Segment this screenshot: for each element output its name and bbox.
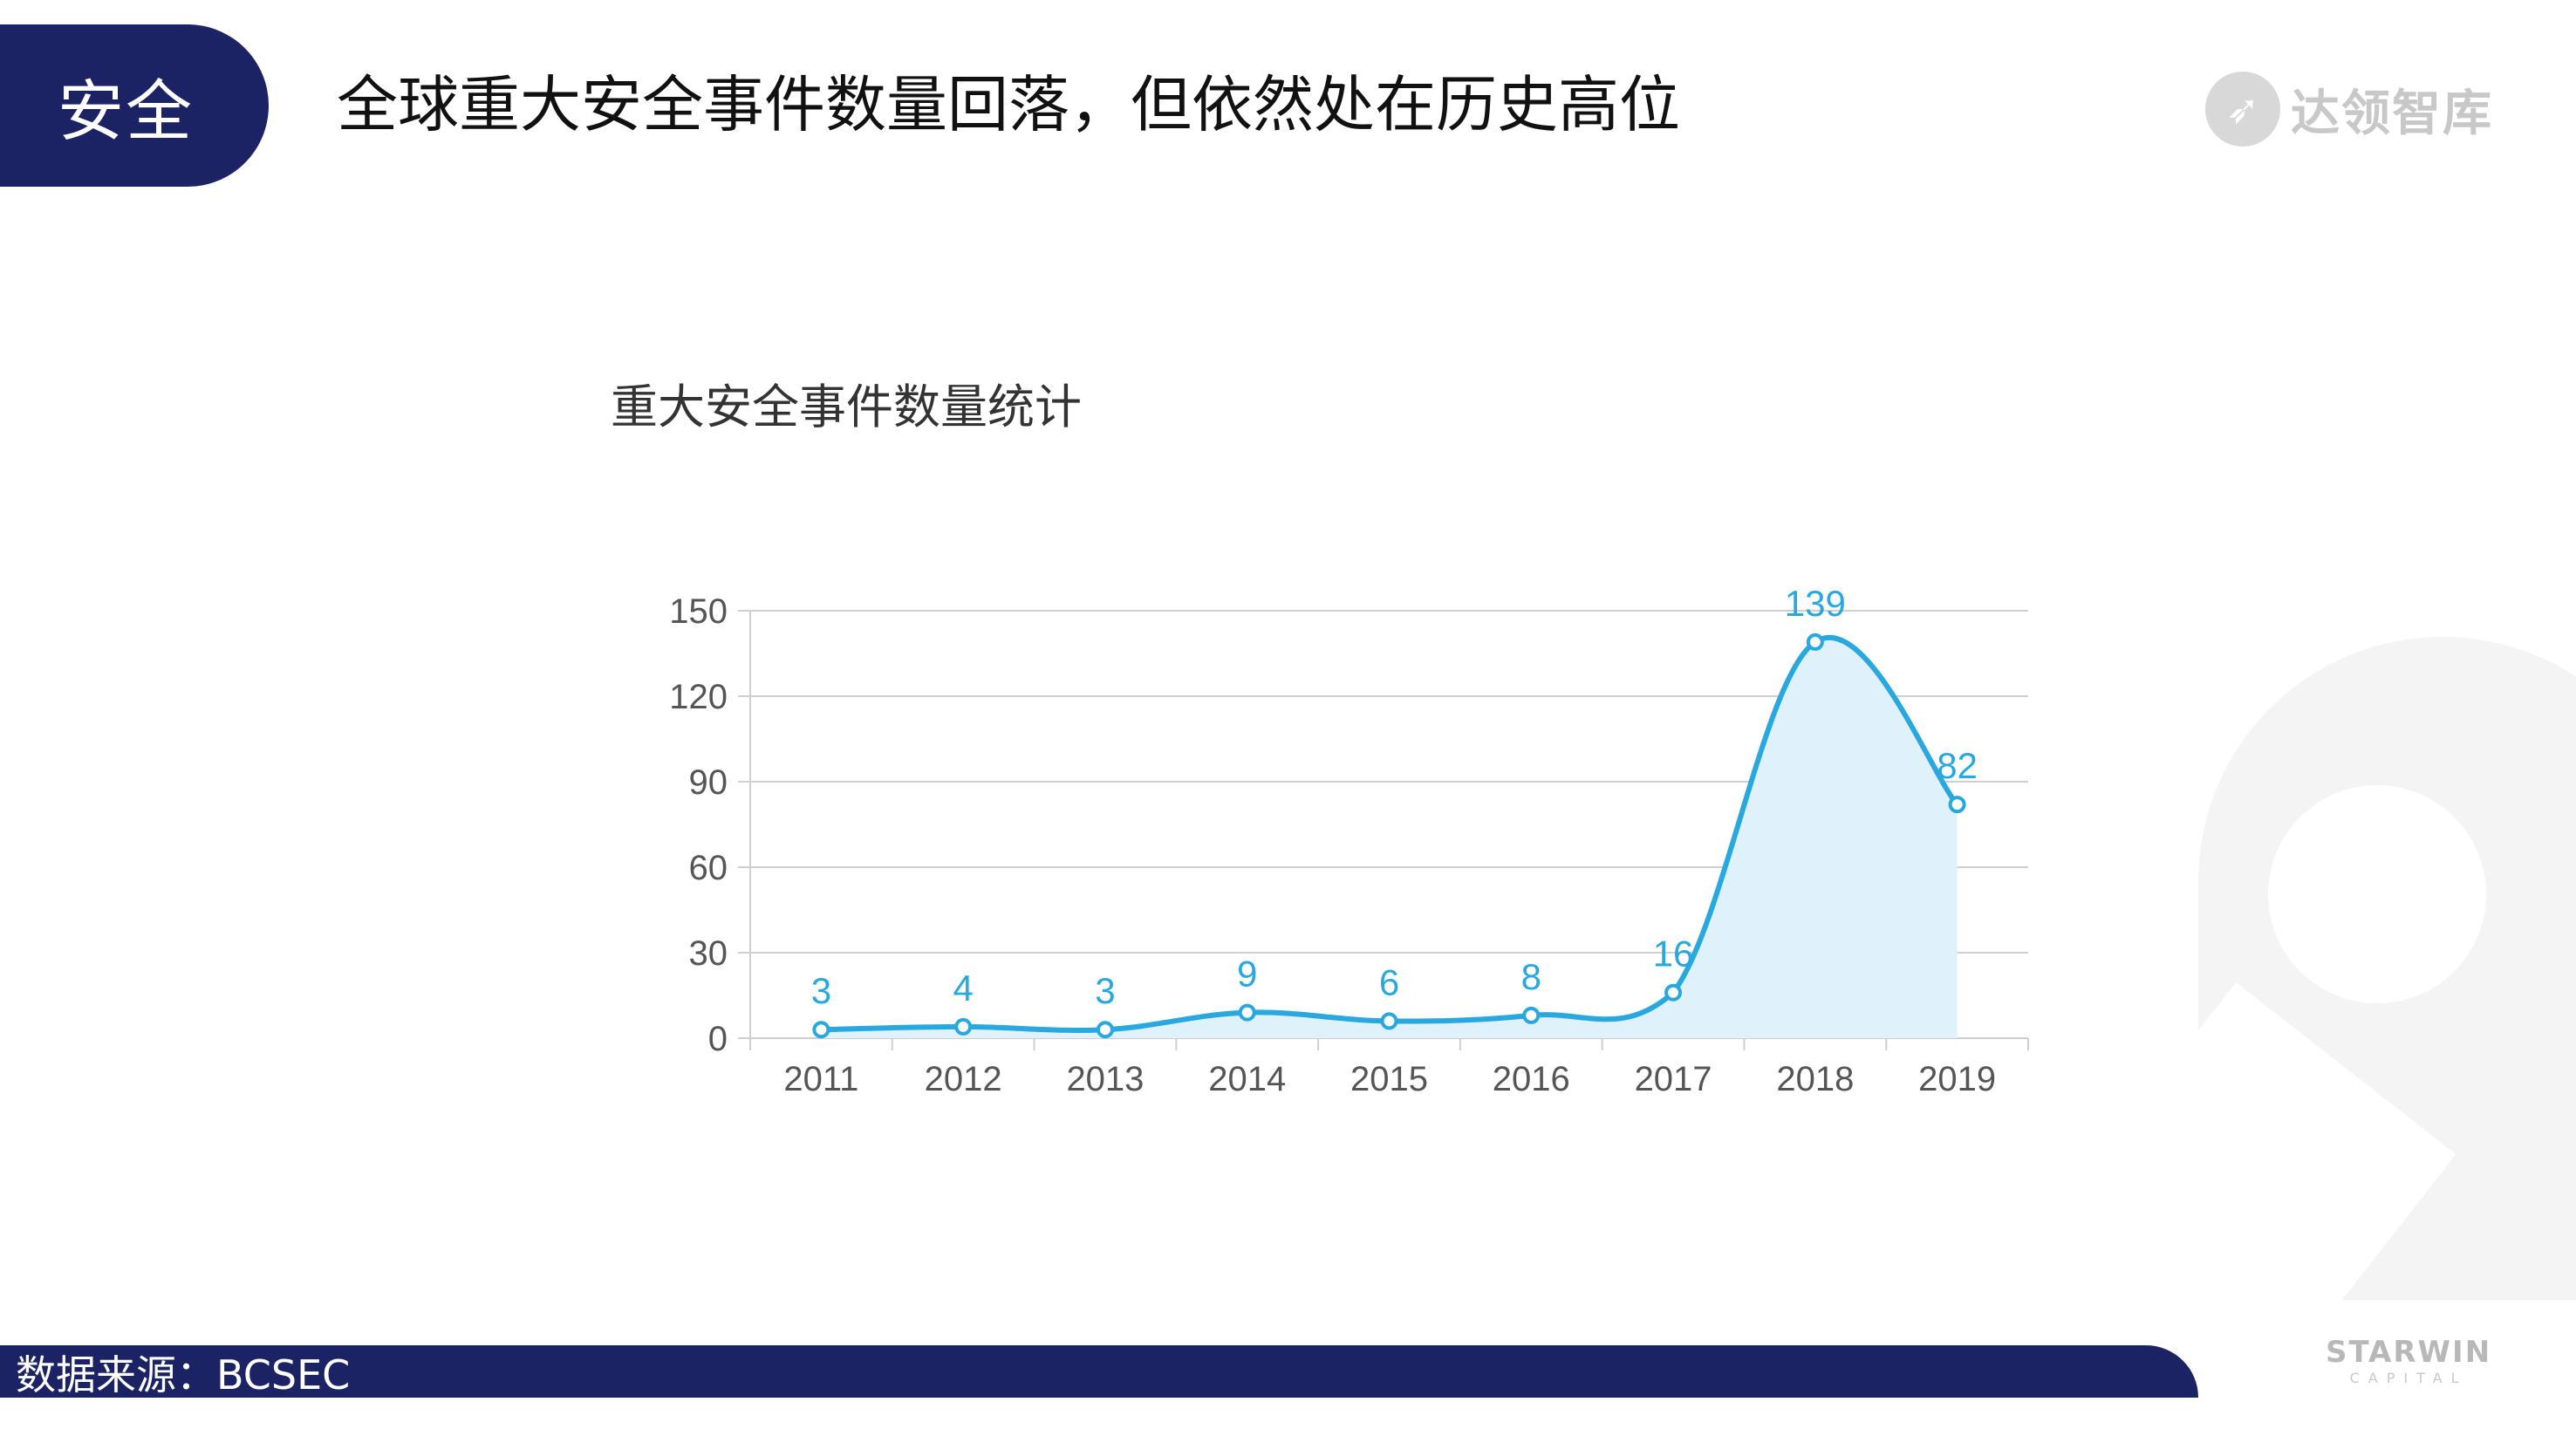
data-label: 6 bbox=[1379, 961, 1399, 1002]
rocket-icon: ➶ bbox=[2205, 72, 2280, 147]
x-tick-label: 2018 bbox=[1776, 1060, 1854, 1098]
x-tick-label: 2012 bbox=[925, 1060, 1002, 1098]
data-label: 8 bbox=[1521, 956, 1541, 997]
logo-bottom: STARWIN CAPITAL bbox=[2326, 1335, 2491, 1386]
data-point bbox=[1238, 1003, 1256, 1022]
section-tab: 安全 bbox=[0, 24, 269, 187]
data-point bbox=[1096, 1021, 1114, 1039]
chart-title: 重大安全事件数量统计 bbox=[611, 380, 1082, 434]
data-label: 139 bbox=[1785, 583, 1846, 624]
logo-top: ➶ 达领智库 bbox=[2205, 72, 2493, 147]
y-tick-label: 60 bbox=[689, 849, 728, 887]
data-point bbox=[812, 1021, 830, 1039]
data-label: 3 bbox=[1095, 970, 1115, 1011]
x-tick-label: 2016 bbox=[1493, 1060, 1570, 1098]
data-point bbox=[1664, 983, 1683, 1002]
x-tick-label: 2019 bbox=[1918, 1060, 1996, 1098]
section-tab-label: 安全 bbox=[58, 72, 194, 150]
data-label: 82 bbox=[1937, 745, 1978, 786]
y-tick-label: 0 bbox=[708, 1020, 728, 1058]
data-point bbox=[1522, 1006, 1541, 1024]
data-label: 9 bbox=[1237, 954, 1257, 995]
footer-bar bbox=[0, 1345, 2198, 1398]
background-watermark-hole bbox=[2268, 785, 2486, 1003]
logo-top-text: 达领智库 bbox=[2291, 85, 2493, 142]
series-line bbox=[818, 634, 1960, 1033]
line-chart: 0 30 60 90 120 150 2011 2012 2013 2014 2015 2016 201… bbox=[669, 583, 2029, 1098]
data-point bbox=[1380, 1012, 1398, 1030]
chart-container: 重大安全事件数量统计 0 30 60 90 120 150 2011 2012 2013 2014… bbox=[611, 349, 2094, 1134]
x-tick-label: 2014 bbox=[1208, 1060, 1286, 1098]
x-tick-label: 2013 bbox=[1066, 1060, 1144, 1098]
x-tick-label: 2015 bbox=[1350, 1060, 1428, 1098]
x-tick-label: 2017 bbox=[1635, 1060, 1712, 1098]
y-tick-label: 150 bbox=[669, 592, 728, 631]
series-area bbox=[821, 637, 1958, 1038]
data-label: 16 bbox=[1653, 934, 1694, 975]
y-tick-label: 120 bbox=[669, 678, 728, 716]
logo-bottom-main: STARWIN bbox=[2326, 1335, 2492, 1370]
data-point bbox=[1806, 633, 1824, 651]
data-label: 3 bbox=[811, 970, 831, 1011]
logo-bottom-sub: CAPITAL bbox=[2349, 1370, 2468, 1386]
y-tick-label: 90 bbox=[689, 763, 728, 802]
data-point bbox=[954, 1017, 973, 1036]
footer-source: 数据来源：BCSEC bbox=[16, 1351, 351, 1399]
y-tick-label: 30 bbox=[689, 934, 728, 973]
x-tick-label: 2011 bbox=[783, 1060, 858, 1098]
data-point bbox=[1948, 796, 1966, 814]
slide-title: 全球重大安全事件数量回落，但依然处在历史高位 bbox=[337, 69, 1680, 140]
data-label: 4 bbox=[953, 968, 973, 1009]
